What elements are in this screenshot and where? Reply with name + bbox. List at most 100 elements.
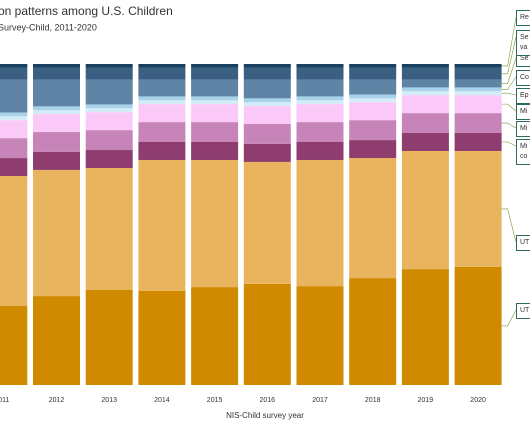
bar-segment	[0, 64, 28, 68]
bar-segment	[454, 64, 502, 68]
bar-segment	[243, 161, 291, 284]
bar-segment	[296, 122, 344, 143]
bar-segment	[138, 100, 186, 105]
bar-segment	[85, 104, 133, 109]
bar-segment	[401, 64, 449, 68]
bar-segment	[401, 150, 449, 270]
bar-segment	[349, 64, 397, 68]
bar-segment	[243, 64, 291, 68]
legend-leader	[501, 16, 517, 67]
bar-segment	[191, 104, 239, 123]
bar-segment	[33, 169, 80, 297]
legend-leader	[501, 309, 517, 327]
bar-segment	[138, 79, 186, 97]
bar-segment	[191, 64, 239, 68]
legend-leader	[501, 76, 517, 90]
x-tick-label: 2014	[154, 397, 170, 404]
bar-segment	[33, 67, 80, 80]
chart-subtitle: Survey-Child, 2011-2020	[0, 22, 97, 32]
bar-segment	[33, 106, 80, 111]
bar-segment	[138, 96, 186, 101]
bar-segment	[454, 266, 502, 385]
bar-segment	[0, 158, 28, 177]
bar-segment	[33, 110, 80, 115]
x-tick-label: 2019	[418, 397, 434, 404]
bar-segment	[401, 79, 449, 88]
bar-segment	[85, 130, 133, 151]
bar-segment	[296, 64, 344, 68]
x-tick-label: 2017	[312, 397, 328, 404]
bar-segment	[296, 79, 344, 97]
bar-segment	[296, 142, 344, 160]
bar-segment	[191, 67, 239, 80]
bar-segment	[0, 116, 28, 121]
bar-segment	[454, 133, 502, 151]
bar-segment	[243, 98, 291, 103]
bar-segment	[191, 96, 239, 101]
bar-segment	[349, 158, 397, 279]
bar-segment	[191, 159, 239, 288]
bar-segment	[296, 96, 344, 101]
bar-segment	[401, 95, 449, 114]
bar-segment	[454, 113, 502, 134]
bar-segment	[454, 87, 502, 92]
bar-segment	[0, 138, 28, 159]
bar-segment	[85, 108, 133, 113]
bar-segment	[138, 290, 186, 385]
bar-segment	[85, 289, 133, 385]
x-tick-label: 2012	[49, 397, 65, 404]
bar-segment	[349, 79, 397, 95]
bar-segment	[0, 112, 28, 117]
bar-segment	[85, 112, 133, 131]
x-tick-label: 2013	[101, 397, 117, 404]
bar-segment	[243, 67, 291, 80]
bar-segment	[33, 64, 80, 68]
legend-leader	[501, 122, 517, 129]
bar-segment	[0, 79, 28, 113]
bar-segment	[243, 106, 291, 125]
bar-segment	[401, 133, 449, 151]
bar-segment	[33, 296, 80, 385]
legend-entry: UT	[516, 303, 530, 319]
bar-segment	[349, 102, 397, 121]
legend-leader	[501, 208, 517, 243]
bar-segment	[191, 122, 239, 143]
bar-segment	[454, 79, 502, 88]
chart-title: on patterns among U.S. Children	[0, 4, 173, 18]
x-tick-label: 2016	[260, 397, 276, 404]
bar-segment	[33, 79, 80, 107]
bar-segment	[138, 159, 186, 291]
legend-leader	[501, 57, 517, 84]
bar-segment	[138, 64, 186, 68]
legend-entry: Mi	[516, 104, 530, 120]
bar-segment	[296, 159, 344, 287]
bar-segment	[349, 94, 397, 99]
bar-segment	[243, 124, 291, 144]
bar-segment	[138, 142, 186, 160]
legend-entry: Ep	[516, 88, 530, 104]
bar-segment	[85, 168, 133, 290]
bar-segment	[349, 278, 397, 385]
bar-segment	[296, 67, 344, 80]
bar-segment	[138, 67, 186, 80]
legend-leader	[501, 36, 517, 75]
bar-segment	[0, 120, 28, 139]
bar-segment	[349, 120, 397, 141]
bar-segment	[85, 150, 133, 169]
bar-segment	[85, 64, 133, 68]
bar-segment	[33, 151, 80, 170]
bar-segment	[33, 114, 80, 133]
bar-segment	[296, 100, 344, 105]
bar-segment	[0, 176, 28, 307]
legend-leader	[501, 141, 517, 147]
bar-segment	[296, 286, 344, 385]
bar-segment	[138, 104, 186, 123]
bar-segment	[454, 150, 502, 267]
bar-segment	[454, 95, 502, 114]
bar-segment	[0, 67, 28, 80]
bar-segment	[401, 87, 449, 92]
bar-segment	[349, 67, 397, 80]
bar-segment	[349, 98, 397, 103]
